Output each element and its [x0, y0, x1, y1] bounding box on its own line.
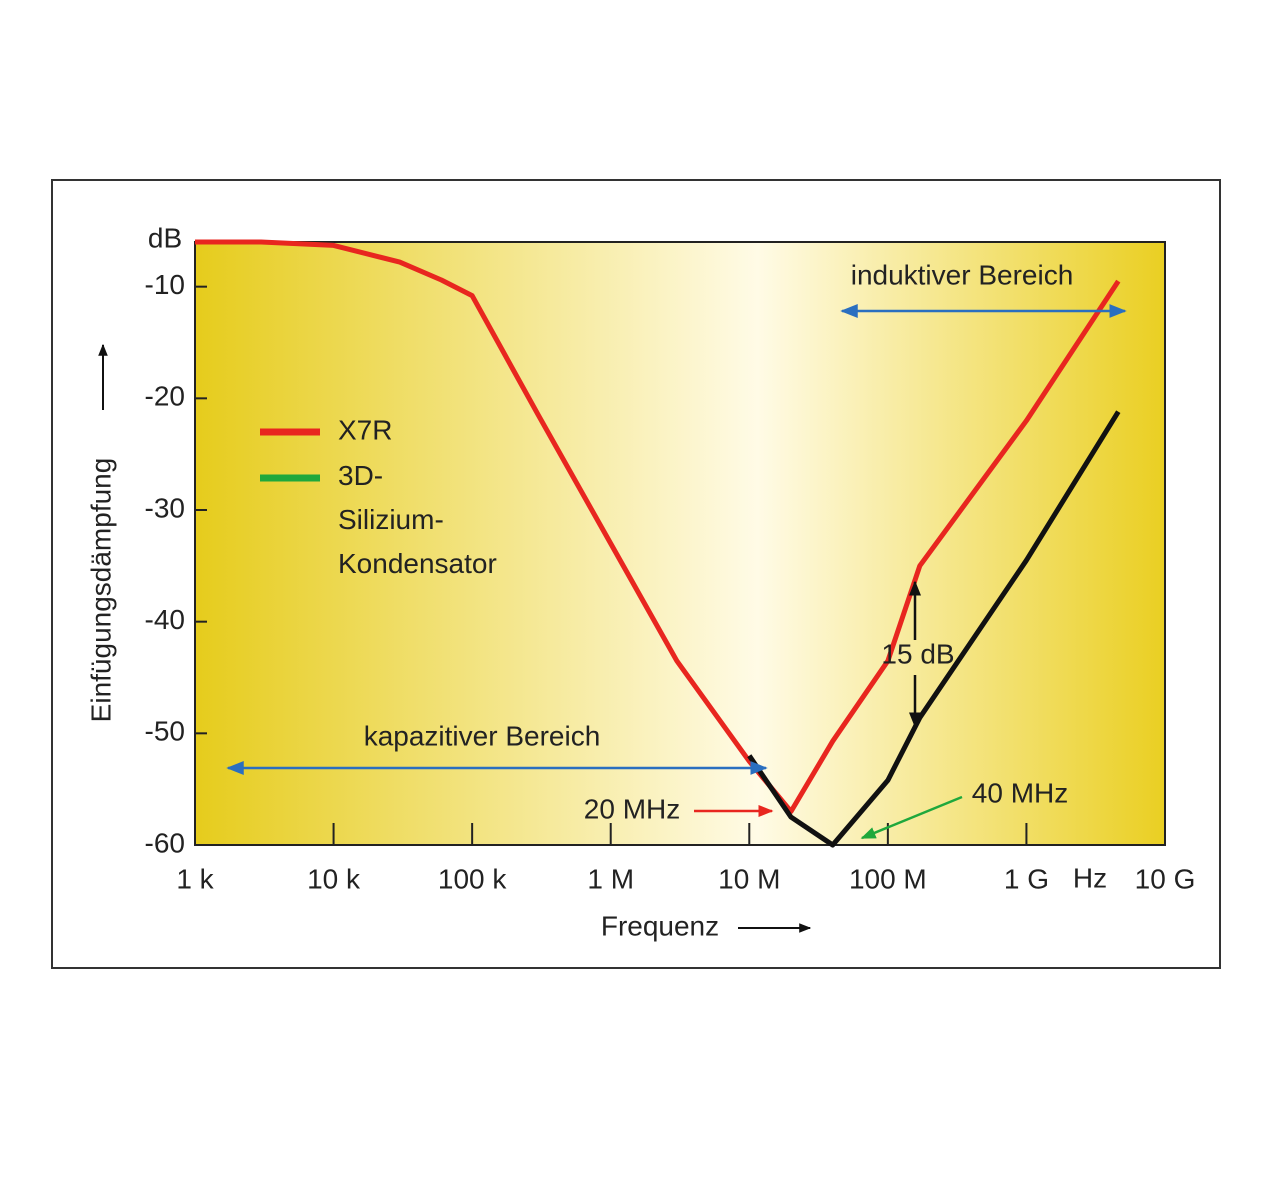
y-tick-label: -10 [145, 269, 185, 300]
x-unit: Hz [1073, 862, 1107, 893]
annotation: induktiver Bereich [851, 259, 1074, 290]
x-tick-label: 10 G [1135, 863, 1196, 894]
y-tick-label: -60 [145, 827, 185, 858]
annotation: 20 MHz [584, 793, 680, 824]
x-tick-label: 100 M [849, 863, 927, 894]
legend-label: X7R [338, 414, 392, 445]
y-unit: dB [148, 222, 182, 253]
annotation: 40 MHz [972, 777, 1068, 808]
x-tick-label: 10 k [307, 863, 361, 894]
y-tick-label: -30 [145, 492, 185, 523]
x-axis-label: Frequenz [601, 910, 719, 941]
x-tick-label: 1 k [176, 863, 214, 894]
plot-area [194, 241, 1166, 846]
annotation: 15 dB [881, 638, 954, 669]
y-axis-label: Einfügungsdämpfung [85, 458, 116, 723]
y-tick-label: -20 [145, 381, 185, 412]
series-line [195, 239, 1121, 814]
y-tick-label: -50 [145, 716, 185, 747]
x-tick-label: 1 G [1004, 863, 1049, 894]
x-tick-label: 10 M [718, 863, 780, 894]
y-tick-label: -40 [145, 604, 185, 635]
annotation: kapazitiver Bereich [364, 720, 601, 751]
legend-label: 3D-Silizium-Kondensator [338, 460, 497, 579]
annotation-arrow [860, 795, 963, 840]
x-tick-label: 1 M [587, 863, 634, 894]
series-line [747, 410, 1121, 848]
x-tick-label: 100 k [438, 863, 507, 894]
